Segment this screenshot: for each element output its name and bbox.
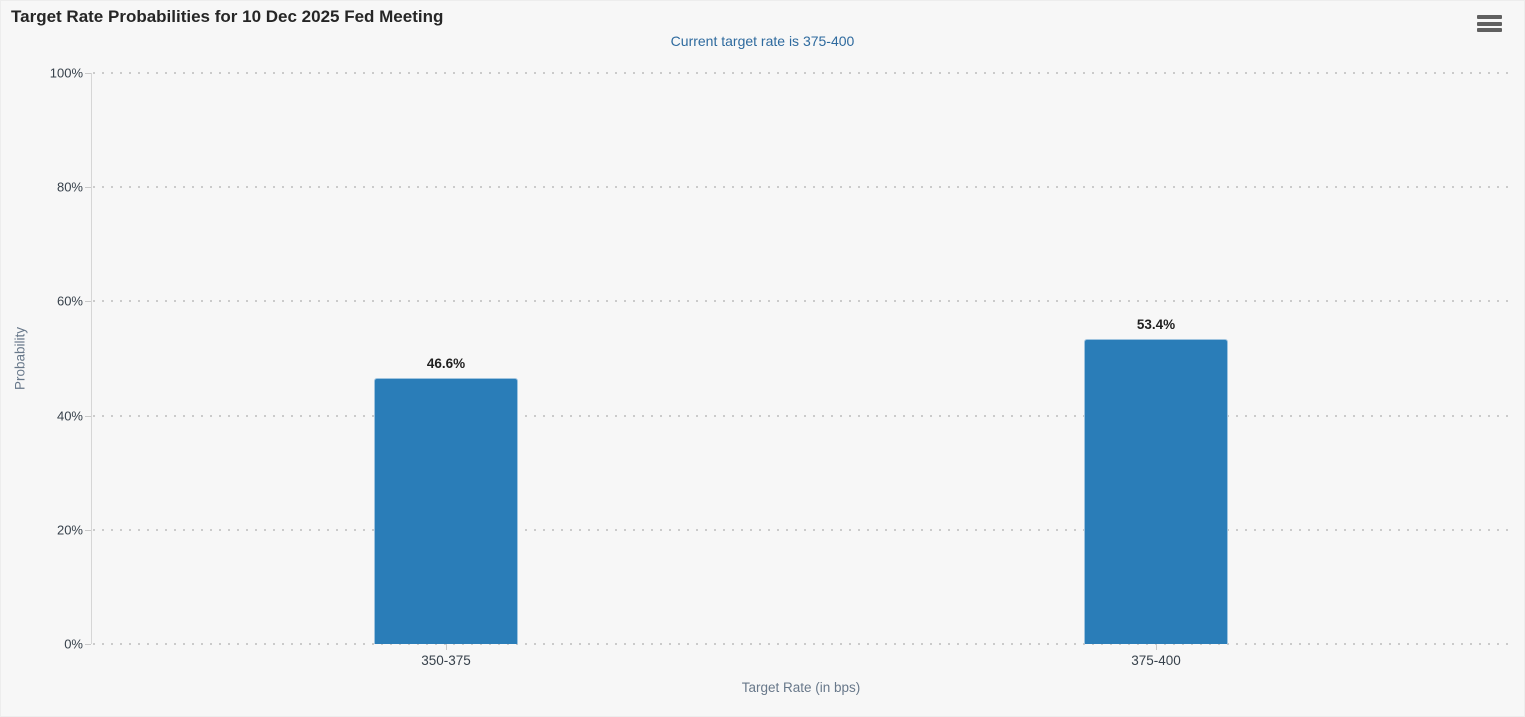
gridline [93, 528, 1511, 531]
y-axis-tick [85, 644, 91, 645]
y-axis-tick-label: 0% [64, 636, 83, 652]
gridline [93, 643, 1511, 645]
y-axis-tick [85, 415, 91, 417]
x-axis-category-label: 350-375 [421, 653, 471, 668]
y-axis-tick-label: 100% [49, 65, 83, 81]
gridline [93, 186, 1511, 189]
x-axis-tick [1156, 644, 1157, 650]
bar-value-label: 46.6% [426, 355, 466, 371]
y-axis-tick-label: 40% [56, 408, 83, 424]
x-axis-tick [446, 644, 447, 650]
hamburger-menu-icon [1477, 21, 1502, 26]
gridline [93, 72, 1511, 74]
y-axis-tick-label: 80% [56, 179, 83, 195]
gridline [93, 300, 1511, 303]
chart-subtitle: Current target rate is 375-400 [670, 33, 855, 49]
bar-value-label: 53.4% [1136, 317, 1176, 333]
x-axis-category-label: 375-400 [1131, 653, 1181, 668]
y-axis-tick [85, 301, 91, 303]
y-axis-line [91, 73, 92, 644]
y-axis-tick-label: 60% [56, 293, 83, 309]
chart-export-menu-button[interactable] [1477, 14, 1502, 33]
x-axis-title: Target Rate (in bps) [741, 680, 861, 695]
hamburger-menu-icon [1477, 28, 1502, 32]
gridline [93, 414, 1511, 417]
y-axis-tick-label: 20% [56, 522, 83, 538]
y-axis-tick [85, 529, 91, 531]
hamburger-menu-icon [1477, 15, 1502, 19]
probability-bar[interactable] [374, 377, 518, 644]
chart-title: Target Rate Probabilities for 10 Dec 202… [11, 7, 444, 26]
probability-bar[interactable] [1084, 339, 1228, 644]
y-axis-tick [85, 73, 91, 74]
y-axis-tick [85, 187, 91, 189]
y-axis-title: Probability [12, 326, 28, 391]
